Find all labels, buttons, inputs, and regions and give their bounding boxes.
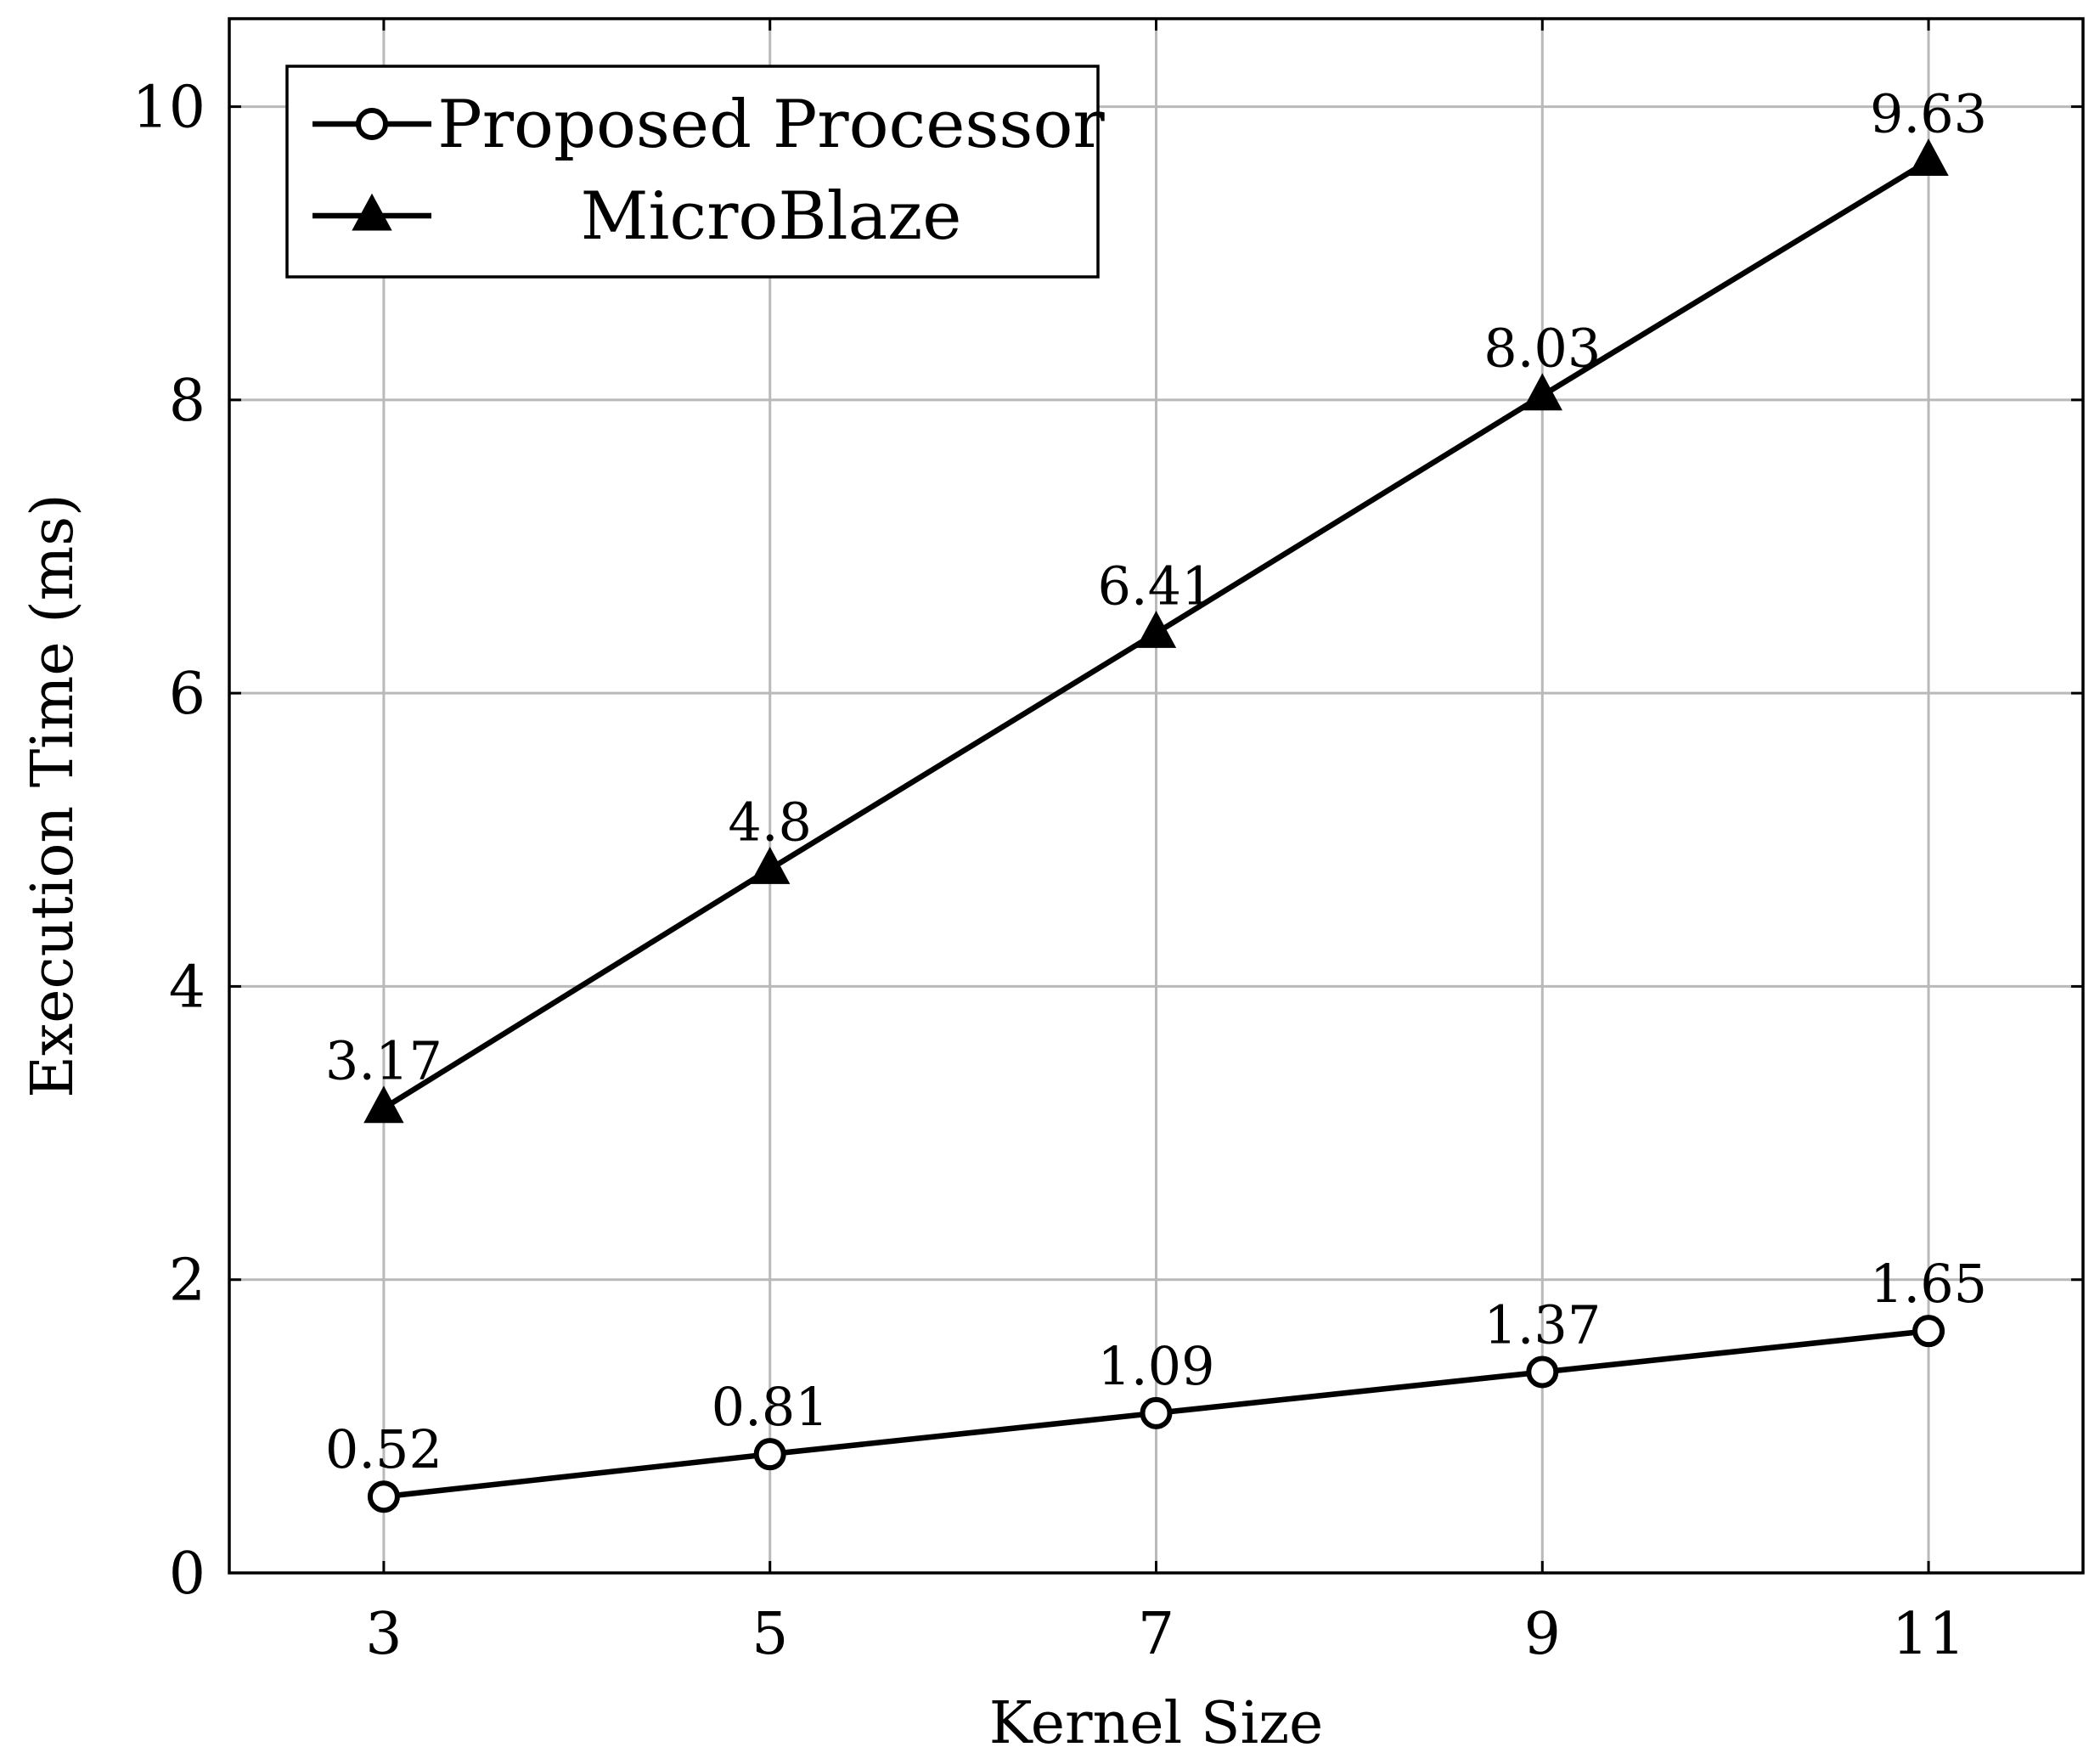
y-tick-label: 10 — [132, 75, 205, 142]
data-point — [367, 1480, 400, 1513]
legend-circle-marker — [356, 108, 388, 140]
data-point — [1522, 373, 1562, 411]
data-label: 1.09 — [1097, 1335, 1214, 1397]
data-point — [750, 847, 791, 884]
data-label: 1.37 — [1484, 1293, 1601, 1355]
x-tick-label: 11 — [1892, 1601, 1966, 1668]
data-label: 8.03 — [1484, 318, 1601, 380]
x-tick-label: 9 — [1524, 1601, 1561, 1668]
data-label: 0.52 — [325, 1418, 442, 1480]
x-axis-title: Kernel Size — [989, 1690, 1324, 1757]
y-tick-label: 6 — [169, 661, 205, 728]
data-label: 3.17 — [325, 1030, 442, 1092]
data-point — [363, 1085, 404, 1124]
data-label: 4.8 — [728, 791, 812, 853]
x-tick-label: 7 — [1138, 1601, 1174, 1668]
y-tick-label: 0 — [169, 1541, 205, 1608]
data-point — [1526, 1355, 1559, 1389]
y-axis-title: Execution Time (ms) — [20, 493, 87, 1097]
data-labels: 3 5 7 9 11 0 2 4 6 8 10 0.52 0.81 1.09 1.37 1.65 3.17 4.8… — [132, 75, 1987, 1668]
data-point — [1908, 138, 1949, 176]
axis-titles: Kernel Size Execution Time (ms) — [20, 493, 1323, 1757]
x-tick-label: 5 — [752, 1601, 788, 1668]
legend-box — [285, 65, 1100, 279]
legend-triangle-marker — [352, 193, 392, 231]
data-label: 0.81 — [712, 1376, 829, 1438]
data-label: 1.65 — [1870, 1253, 1987, 1315]
y-tick-label: 4 — [169, 954, 205, 1021]
y-tick-label: 2 — [169, 1248, 205, 1315]
data-point — [753, 1438, 786, 1471]
series — [363, 138, 1949, 1513]
data-point — [1912, 1315, 1945, 1348]
data-point — [1140, 1396, 1173, 1429]
data-point — [1135, 611, 1177, 648]
legend-label: MicroBlaze — [581, 178, 962, 255]
legend: Proposed Processor MicroBlaze — [285, 65, 1105, 279]
legend-label: Proposed Processor — [437, 87, 1105, 163]
data-label: 9.63 — [1870, 82, 1987, 144]
legend-entries: Proposed Processor MicroBlaze — [312, 87, 1105, 255]
data-label: 6.41 — [1097, 555, 1214, 617]
plot-frame — [228, 17, 2085, 1575]
x-tick-label: 3 — [365, 1601, 402, 1668]
y-tick-label: 8 — [169, 368, 205, 435]
axis-ticks — [229, 19, 2083, 1575]
